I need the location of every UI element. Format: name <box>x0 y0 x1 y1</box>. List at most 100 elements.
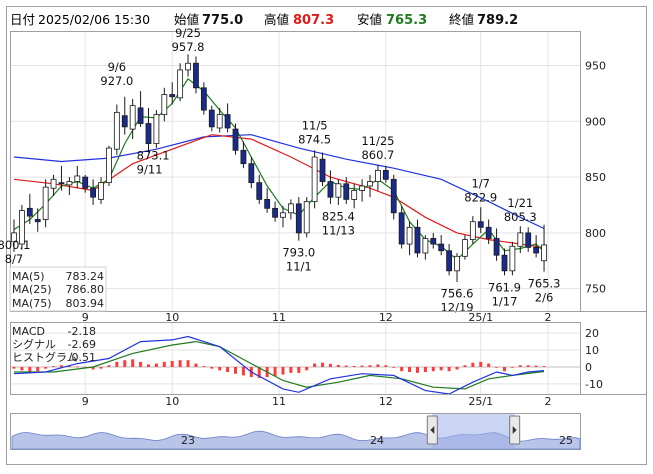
macd-histogram-bar <box>336 364 340 367</box>
signal-legend-value: -2.69 <box>68 338 96 351</box>
ma75-legend-label: MA(75) <box>12 297 52 310</box>
macd-histogram-bar <box>455 366 459 370</box>
macd-histogram-bar <box>44 366 48 369</box>
ma5-legend-label: MA(5) <box>12 270 45 283</box>
candle-up <box>422 238 429 254</box>
candle-down <box>382 169 389 180</box>
annotation-price: 793.0 <box>282 246 315 260</box>
macd-axis-tick: 20 <box>585 327 599 340</box>
candle-down <box>145 123 152 145</box>
candle-down <box>121 115 128 128</box>
candle-down <box>319 158 326 182</box>
candle-down <box>193 62 199 89</box>
hist-legend-label: ヒストグラム <box>12 350 78 364</box>
candle-up <box>406 226 413 245</box>
macd-histogram-bar <box>218 366 222 371</box>
macd-axis-tick: 0 <box>585 361 592 374</box>
candle-down <box>169 94 176 98</box>
candle-down <box>485 226 492 239</box>
macd-histogram-bar <box>241 366 245 376</box>
candle-up <box>541 244 547 262</box>
annotation-date: 8/7 <box>5 252 24 266</box>
annotation-date: 11/25 <box>361 134 394 148</box>
high-label: 高値 <box>264 12 289 27</box>
candle-down <box>26 207 33 217</box>
x-axis-tick: 10 <box>165 311 179 324</box>
chevron-left-icon <box>430 426 435 434</box>
hist-legend-value: 0.51 <box>72 351 97 364</box>
x-axis-tick: 9 <box>82 395 89 408</box>
candle-down <box>430 238 437 245</box>
macd-legend-value: -2.18 <box>68 325 96 338</box>
macd-histogram-bar <box>210 366 214 369</box>
navigator-left-handle[interactable] <box>426 415 438 445</box>
macd-histogram-bar <box>408 366 412 373</box>
date-label: 日付 <box>10 12 35 27</box>
macd-histogram-bar <box>463 365 467 367</box>
navigator-right-handle[interactable] <box>509 415 521 445</box>
x-axis-tick: 25/1 <box>468 311 493 324</box>
macd-histogram-bar <box>170 361 174 367</box>
x-axis-tick: 2 <box>545 395 552 408</box>
candle-up <box>375 169 381 182</box>
candle-down <box>327 181 334 198</box>
candle-down <box>501 254 508 272</box>
candle-down <box>438 243 445 252</box>
close-label: 終値 <box>449 12 474 27</box>
candle-up <box>303 201 310 234</box>
annotation-price: 957.8 <box>172 40 205 54</box>
macd-histogram-bar <box>131 359 135 367</box>
macd-histogram-bar <box>59 365 63 367</box>
candle-down <box>240 149 247 165</box>
macd-histogram-bar <box>28 366 32 373</box>
macd-histogram-bar <box>234 366 238 374</box>
signal-legend-label: シグナル <box>12 337 56 351</box>
macd-histogram-bar <box>415 366 419 373</box>
macd-histogram-bar <box>99 366 103 369</box>
candle-down <box>264 198 271 209</box>
macd-histogram-bar <box>542 366 546 367</box>
low-value: 765.3 <box>386 13 427 28</box>
candle-up <box>66 181 73 186</box>
candle-up <box>42 186 49 220</box>
macd-histogram-bar <box>321 362 325 367</box>
open-label: 始値 <box>174 12 199 27</box>
navigator-year-label: 25 <box>559 434 573 447</box>
macd-histogram-bar <box>487 363 491 367</box>
annotation-date: 11/1 <box>286 260 312 274</box>
signal-line <box>14 340 545 390</box>
candle-down <box>82 176 89 189</box>
macd-histogram-bar <box>281 366 285 375</box>
macd-histogram-bar <box>495 366 499 368</box>
candle-up <box>462 239 468 257</box>
x-axis-tick: 9 <box>82 311 89 324</box>
candle-up <box>161 94 168 115</box>
navigator-selected-window[interactable] <box>432 414 515 449</box>
candle-down <box>493 238 500 256</box>
candle-up <box>280 212 286 218</box>
macd-histogram-bar <box>289 366 293 373</box>
macd-histogram-bar <box>162 361 166 367</box>
macd-histogram-bar <box>471 362 475 367</box>
macd-histogram-bar <box>20 366 24 371</box>
candle-down <box>446 250 453 272</box>
price-axis-tick: 950 <box>585 59 606 72</box>
candle-up <box>129 105 136 130</box>
annotation-date: 12/19 <box>440 300 473 314</box>
candle-down <box>533 246 540 254</box>
macd-histogram-bar <box>123 360 127 367</box>
ma-legend: MA(5) 783.24 MA(25) 786.80 MA(75) 803.94 <box>9 266 107 312</box>
annotation-date: 1/17 <box>492 294 518 308</box>
macd-histogram-bar <box>392 366 396 368</box>
chevron-right-icon <box>512 426 517 434</box>
range-navigator[interactable]: 23 24 25 <box>10 413 581 450</box>
macd-histogram-bar <box>83 366 87 368</box>
macd-histogram-bar <box>12 366 16 369</box>
candle-up <box>359 185 365 191</box>
candle-up <box>216 114 223 129</box>
annotation-date: 2/6 <box>535 291 554 305</box>
annotation-price: 805.3 <box>504 210 537 224</box>
macd-histogram-bar <box>518 365 522 367</box>
macd-histogram-bar <box>400 366 404 372</box>
x-axis-tick: 10 <box>165 395 179 408</box>
